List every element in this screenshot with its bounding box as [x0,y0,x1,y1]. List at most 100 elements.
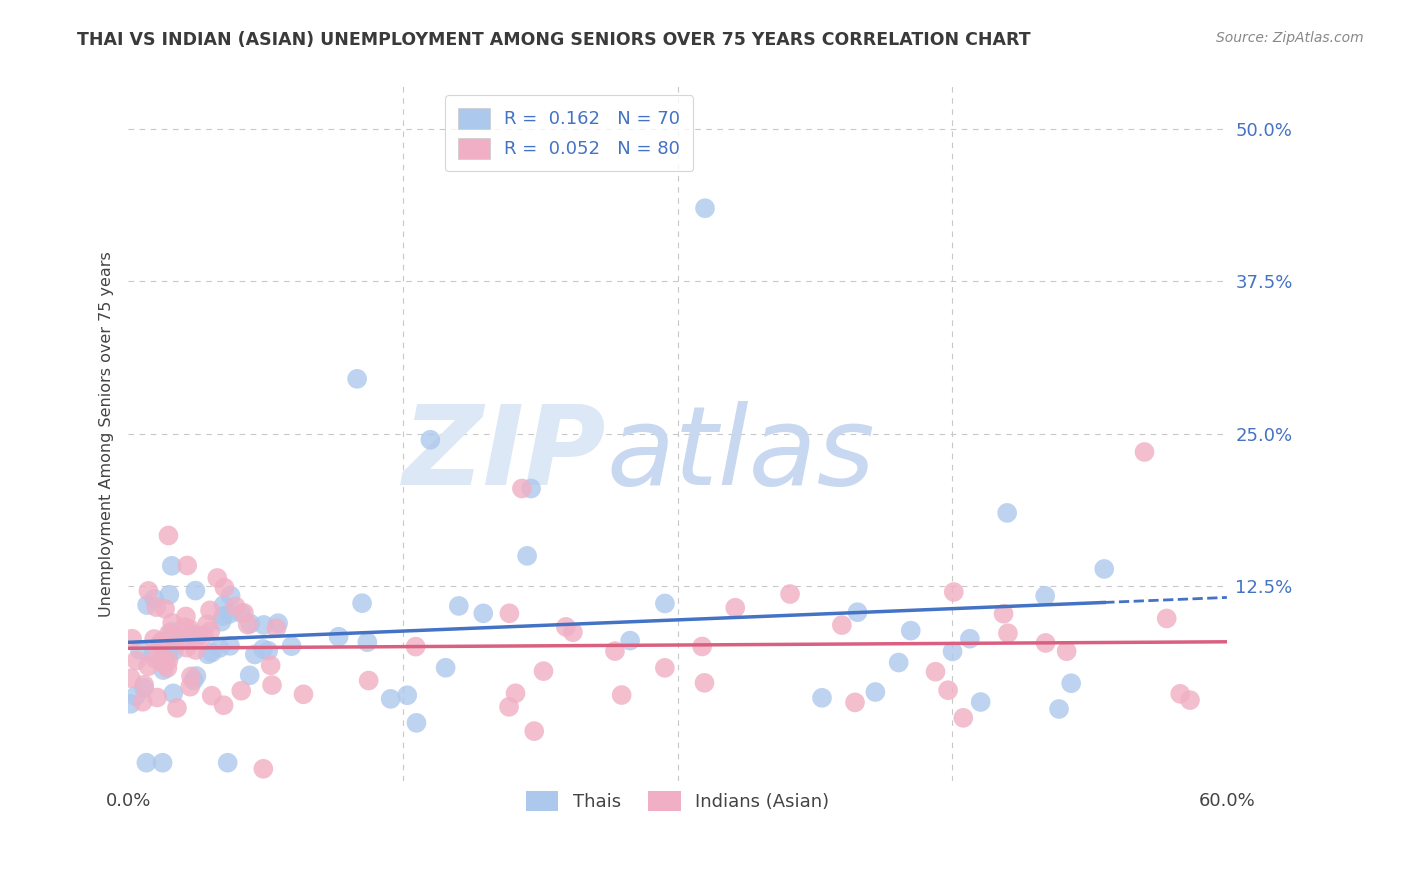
Point [183,627,205,641]
Point [134,681,156,695]
Point [225,599,247,614]
Point [187,629,209,643]
Point [523,724,546,739]
Point [180,669,202,683]
Point [924,665,946,679]
Point [157,626,180,640]
Point [179,622,201,636]
Point [1033,589,1056,603]
Point [180,628,202,642]
Point [229,606,252,620]
Point [610,688,633,702]
Point [160,624,183,639]
Point [498,607,520,621]
Point [352,596,374,610]
Point [997,626,1019,640]
Point [184,583,207,598]
Point [724,600,747,615]
Point [1047,702,1070,716]
Point [212,698,235,713]
Point [197,648,219,662]
Point [693,676,716,690]
Point [198,603,221,617]
Point [160,558,183,573]
Point [1092,562,1115,576]
Point [131,695,153,709]
Point [135,756,157,770]
Point [779,587,801,601]
Point [186,669,208,683]
Point [396,688,419,702]
Text: THAI VS INDIAN (ASIAN) UNEMPLOYMENT AMONG SENIORS OVER 75 YEARS CORRELATION CHAR: THAI VS INDIAN (ASIAN) UNEMPLOYMENT AMON… [77,31,1031,49]
Point [201,689,224,703]
Point [554,620,576,634]
Point [253,618,276,632]
Point [239,616,262,631]
Point [145,600,167,615]
Point [1060,676,1083,690]
Point [260,678,283,692]
Point [136,659,159,673]
Point [239,668,262,682]
Point [150,634,173,648]
Text: ZIP: ZIP [402,401,606,508]
Y-axis label: Unemployment Among Seniors over 75 years: Unemployment Among Seniors over 75 years [100,251,114,616]
Point [846,605,869,619]
Point [252,642,274,657]
Point [157,528,180,542]
Point [259,658,281,673]
Point [865,685,887,699]
Point [207,571,229,585]
Point [1035,636,1057,650]
Point [520,482,543,496]
Point [447,599,470,613]
Point [1156,611,1178,625]
Point [195,617,218,632]
Point [266,621,288,635]
Point [153,602,176,616]
Point [231,683,253,698]
Point [138,583,160,598]
Point [280,639,302,653]
Point [219,589,242,603]
Point [166,701,188,715]
Point [125,654,148,668]
Point [120,697,142,711]
Point [693,201,716,215]
Point [405,640,427,654]
Point [134,678,156,692]
Point [498,699,520,714]
Point [516,549,538,563]
Point [143,591,166,606]
Point [208,640,231,655]
Point [200,624,222,639]
Point [174,609,197,624]
Point [419,433,441,447]
Point [157,647,180,661]
Point [941,644,963,658]
Point [690,640,713,654]
Point [183,673,205,688]
Text: Source: ZipAtlas.com: Source: ZipAtlas.com [1216,31,1364,45]
Point [887,656,910,670]
Point [969,695,991,709]
Point [811,690,834,705]
Point [157,588,180,602]
Point [252,762,274,776]
Point [844,695,866,709]
Point [193,628,215,642]
Point [346,372,368,386]
Point [152,756,174,770]
Point [510,482,533,496]
Point [143,632,166,646]
Point [152,663,174,677]
Point [900,624,922,638]
Point [136,598,159,612]
Point [152,652,174,666]
Point [561,625,583,640]
Point [257,644,280,658]
Point [128,642,150,657]
Point [1178,693,1201,707]
Point [214,581,236,595]
Point [124,689,146,703]
